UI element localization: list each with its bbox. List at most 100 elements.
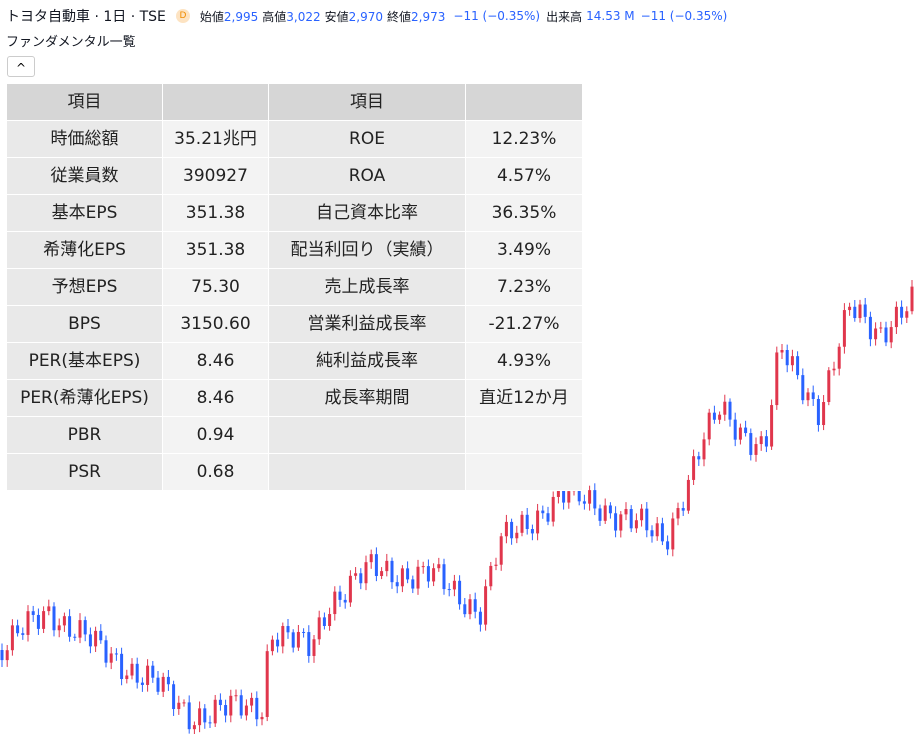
row-label: PER(希薄化EPS) — [7, 380, 163, 417]
candle-body — [796, 356, 800, 376]
candle-body — [250, 697, 254, 706]
candle-body — [203, 708, 207, 723]
row-label: ROA — [269, 158, 466, 195]
candle-body — [343, 599, 347, 603]
row-label: 自己資本比率 — [269, 195, 466, 232]
candle-body — [276, 639, 280, 647]
subtitle: ファンダメンタル一覧 — [6, 35, 136, 50]
row-label: 売上成長率 — [269, 269, 466, 306]
row-value: 直近12か月 — [466, 380, 583, 417]
candle-body — [21, 633, 25, 635]
quote-value: 2,970 — [348, 9, 384, 24]
candle-body — [671, 518, 675, 550]
symbol-title: トヨタ自動車 · 1日 · TSE — [6, 9, 166, 25]
row-label: ROE — [269, 121, 466, 158]
candle-body — [333, 591, 337, 615]
candle-body — [858, 304, 862, 319]
candle-body — [733, 419, 737, 440]
candle-body — [634, 520, 638, 529]
row-value: 351.38 — [163, 195, 269, 232]
candle-body — [369, 554, 373, 563]
candle-body — [759, 436, 763, 445]
candle-body — [120, 653, 124, 680]
candle-body — [530, 529, 534, 534]
header-cell: 項目 — [269, 84, 466, 121]
candle-body — [567, 491, 571, 503]
candle-body — [562, 486, 566, 503]
row-value: 8.46 — [163, 380, 269, 417]
candle-body — [645, 508, 649, 531]
candle-body — [359, 573, 363, 584]
candle-body — [780, 350, 784, 353]
candle-body — [260, 716, 264, 720]
quote-value: 3,022 — [286, 9, 321, 24]
candle-body — [385, 560, 389, 572]
candle-body — [832, 368, 836, 371]
candle-body — [816, 398, 820, 426]
candle-body — [291, 632, 295, 648]
row-label: 基本EPS — [7, 195, 163, 232]
candle-body — [468, 599, 472, 615]
candle-body — [681, 508, 685, 511]
candle-body — [879, 327, 883, 329]
row-value: 35.21兆円 — [163, 121, 269, 158]
header-cell — [466, 84, 583, 121]
candle-body — [16, 625, 20, 634]
row-value: -21.27% — [466, 306, 583, 343]
candle-body — [229, 695, 233, 716]
header-cell — [163, 84, 269, 121]
candle-body — [421, 566, 425, 568]
candle-body — [135, 663, 139, 683]
candle-body — [515, 532, 519, 539]
candle-body — [811, 392, 815, 399]
candle-body — [510, 521, 514, 539]
candle-body — [151, 665, 155, 678]
candle-body — [551, 496, 555, 522]
candle-body — [411, 579, 415, 589]
symbol-header: トヨタ自動車 · 1日 · TSE D 始値2,995 高値3,022 安値2,97… — [6, 6, 729, 26]
candle-body — [504, 521, 508, 537]
candle-body — [603, 505, 607, 521]
candle-body — [848, 306, 852, 311]
candle-body — [785, 350, 789, 366]
candle-body — [536, 510, 540, 534]
candle-body — [624, 509, 628, 515]
candle-body — [702, 439, 706, 460]
row-value: 4.57% — [466, 158, 583, 195]
candle-body — [744, 427, 748, 434]
candle-body — [57, 625, 61, 631]
candle-body — [718, 414, 722, 420]
candle-body — [660, 523, 664, 542]
candle-body — [265, 651, 269, 717]
candle-body — [406, 568, 410, 580]
candle-body — [94, 630, 98, 647]
candle-body — [437, 564, 441, 569]
candle-body — [380, 571, 384, 577]
row-label: 希薄化EPS — [7, 232, 163, 269]
row-label: PER(基本EPS) — [7, 343, 163, 380]
candle-body — [161, 676, 165, 692]
candle-body — [177, 702, 181, 710]
candle-body — [432, 568, 436, 582]
quote-label: 終値 — [387, 9, 412, 24]
quote-value: 2,995 — [223, 9, 259, 24]
candle-body — [36, 614, 40, 629]
candle-body — [395, 582, 399, 587]
candle-body — [187, 702, 191, 730]
candle-body — [650, 530, 654, 537]
candle-body — [400, 568, 404, 587]
candle-body — [910, 286, 914, 312]
candle-body — [426, 566, 430, 582]
candle-body — [348, 575, 352, 603]
candle-body — [322, 617, 326, 626]
toggle-button[interactable]: ^ — [7, 56, 35, 77]
candle-body — [629, 509, 633, 529]
candle-body — [130, 663, 134, 676]
candle-body — [68, 616, 72, 637]
row-value: 75.30 — [163, 269, 269, 306]
candle-body — [255, 697, 259, 720]
candle-body — [140, 682, 144, 685]
candle-body — [640, 508, 644, 521]
candle-body — [182, 702, 186, 704]
